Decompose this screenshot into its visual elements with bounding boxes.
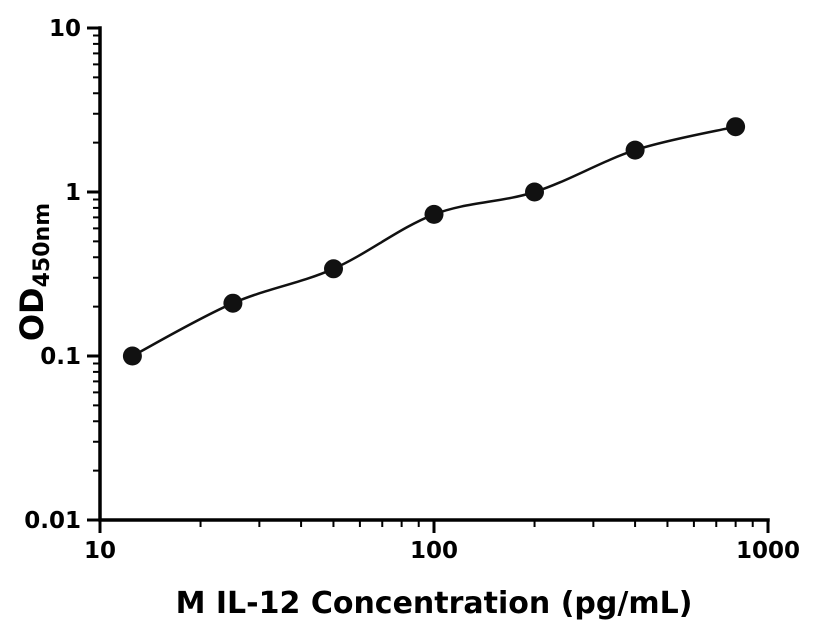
data-point	[424, 204, 444, 224]
y-axis-title-main: OD	[13, 287, 51, 342]
x-tick-label: 100	[410, 538, 458, 564]
data-point	[324, 259, 343, 279]
y-tick-label: 0.1	[40, 344, 81, 370]
y-tick-label: 0.01	[24, 508, 81, 534]
data-point	[122, 346, 142, 366]
axes	[98, 26, 770, 522]
data-point	[726, 117, 746, 137]
x-tick-label: 1000	[736, 538, 800, 564]
x-axis-title: M IL-12 Concentration (pg/mL)	[175, 586, 693, 621]
data-point	[525, 182, 544, 202]
y-tick-label: 1	[65, 180, 81, 206]
data-point	[223, 293, 243, 313]
y-tick-label: 10	[49, 16, 81, 42]
data-point	[625, 140, 645, 160]
y-axis-title: OD450nm	[13, 203, 55, 341]
fit-curve	[131, 125, 736, 358]
x-tick-label: 10	[84, 538, 116, 564]
y-axis-title-subscript: 450nm	[30, 202, 55, 288]
